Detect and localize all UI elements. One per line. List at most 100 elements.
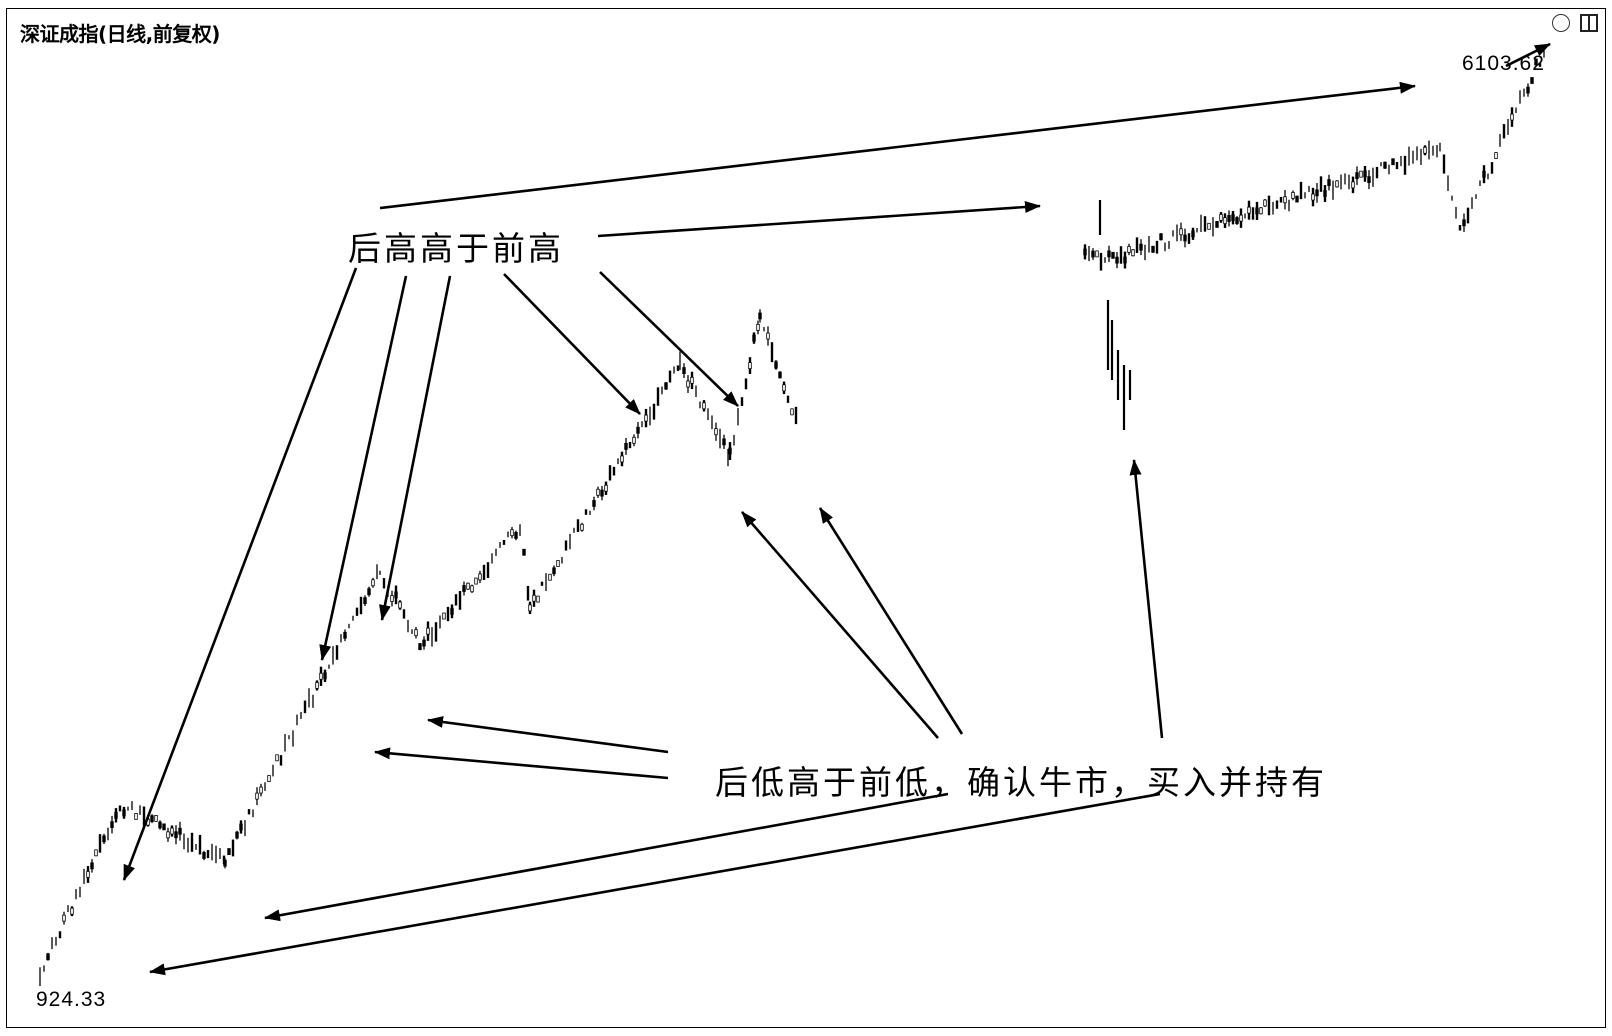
candle-body [267,775,271,782]
candle-body [690,376,694,384]
window-square-icon[interactable] [1580,14,1598,32]
candle-body [94,849,98,857]
candle-body [158,821,162,829]
candle-body [532,594,536,602]
candles-group [39,48,1545,987]
candle-body [315,682,319,689]
candle-body [442,612,446,620]
candle-body [343,631,347,639]
candle-body [1363,170,1367,178]
candle-body [790,408,794,416]
candle-body [604,484,608,492]
candle-body [1482,170,1486,178]
candle-body [664,382,668,390]
candle-body [1239,214,1243,222]
candle-body [162,823,166,831]
candle-body [1510,113,1514,121]
candle-body [422,639,426,647]
candle-body [478,573,482,581]
candle-body [1526,86,1530,94]
candle-body [1530,77,1534,84]
annotation-arrow [149,792,1161,976]
chart-frame [6,8,1606,1028]
candle-body [1083,248,1087,256]
candle-body [758,312,762,320]
candle-body [150,815,154,823]
candle-body [1151,245,1155,253]
candle-body [394,591,398,599]
candle-body [1311,193,1315,201]
candle-body [686,380,690,388]
candle-body [363,597,367,605]
candle-body [556,560,560,567]
candle-body [1191,230,1195,238]
candle-body [1179,228,1183,236]
annotation-arrow [319,275,408,661]
circle-icon[interactable] [1552,14,1570,32]
candle-body [1095,250,1099,258]
candle-body [1315,189,1319,197]
candle-body [110,821,114,829]
candle-body [774,361,778,369]
candle-body [620,455,624,463]
candle-body [470,585,474,593]
candle-body [235,831,239,839]
annotation-arrow [1505,42,1551,68]
candle-body [1263,199,1267,207]
candle-body [514,532,518,539]
candle-body [1423,146,1427,154]
candle-body [1391,158,1395,166]
candle-body [510,529,514,537]
candle-body [782,384,786,392]
candle-body [1159,233,1163,241]
arrows-group [122,42,1551,976]
candle-body [323,672,327,680]
candle-body [1107,250,1111,258]
peak-value-label: 6103.62 [1462,52,1545,75]
candle-body [367,588,371,596]
annotation-arrow [599,271,739,407]
candle-body [1231,214,1235,222]
annotation-arrow [379,81,1416,210]
annotation-higher-highs: 后高高于前高 [348,229,564,268]
candle-body [1183,234,1187,242]
candle-body [766,332,770,340]
candle-body [1283,196,1287,204]
annotation-higher-lows: 后低高于前低，确认牛市，买入并持有 [715,763,1327,802]
candle-body [466,582,470,590]
candle-body [1259,207,1263,215]
candle-body [239,823,243,831]
candle-body [600,489,604,497]
annotation-arrow [264,792,949,922]
candle-body [275,754,279,762]
candle-body [714,428,718,436]
annotation-arrow [818,507,964,735]
candle-body [1359,170,1363,178]
candle-body [255,792,259,800]
candle-body [174,831,178,839]
candle-body [528,604,532,612]
chart-title: 深证成指(日线,前复权) [20,22,220,46]
candle-body [1462,219,1466,227]
candle-body [178,827,182,835]
annotation-arrow [374,747,669,780]
candle-body [1235,217,1239,224]
candle-body [682,367,686,374]
candle-body [102,835,106,843]
candle-body [70,907,74,915]
candle-body [552,567,556,575]
candle-body [1335,180,1339,188]
candle-body [592,500,596,507]
candle-body [1323,190,1327,197]
candle-body [636,426,640,434]
candle-body [1351,181,1355,189]
candle-body [1327,179,1331,187]
candle-body [462,585,466,592]
candle-body [122,809,126,817]
candle-body [418,643,422,651]
candle-body [1355,172,1359,180]
candle-body [1295,195,1299,203]
candle-body [778,371,782,379]
candle-body [319,672,323,680]
